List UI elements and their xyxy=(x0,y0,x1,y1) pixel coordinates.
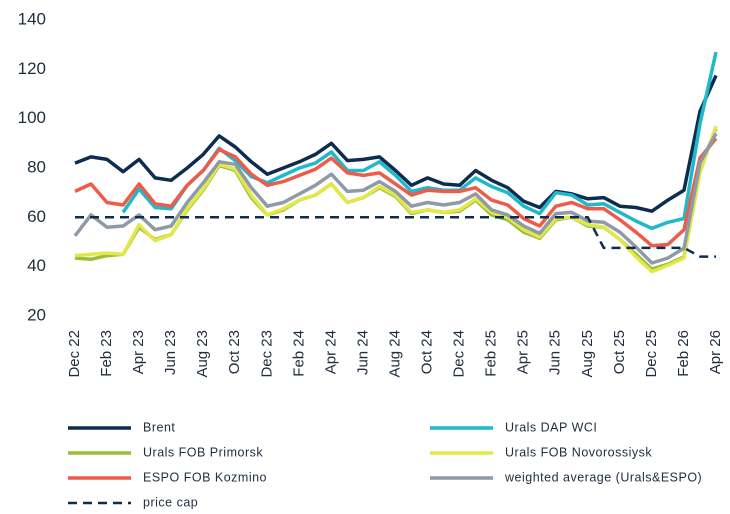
x-tick-label: Dec 23 xyxy=(258,330,275,378)
line xyxy=(75,216,716,258)
y-tick-label: 40 xyxy=(27,256,46,275)
line xyxy=(121,51,718,231)
legend-label: price cap xyxy=(143,495,198,509)
x-tick-label: Feb 23 xyxy=(98,330,115,377)
y-tick-label: 140 xyxy=(18,9,46,28)
x-tick-label: Jun 23 xyxy=(162,330,179,375)
x-tick-label: Apr 26 xyxy=(707,330,724,374)
line xyxy=(74,74,718,213)
x-tick-label: Oct 24 xyxy=(419,330,436,374)
x-tick-label: Apr 25 xyxy=(515,330,532,374)
x-tick-label: Jun 24 xyxy=(354,330,371,375)
x-tick-label: Dec 24 xyxy=(451,330,468,378)
x-tick-label: Aug 25 xyxy=(579,330,596,378)
y-tick-label: 100 xyxy=(18,108,46,127)
x-tick-label: Jun 25 xyxy=(547,330,564,375)
y-tick-label: 120 xyxy=(18,59,46,78)
legend-label: Brent xyxy=(143,420,175,434)
x-tick-label: Feb 25 xyxy=(483,330,500,377)
line xyxy=(73,132,718,265)
x-tick-label: Dec 22 xyxy=(66,330,83,378)
legend-label: Urals FOB Novorossiysk xyxy=(505,445,652,459)
x-tick-label: Oct 25 xyxy=(611,330,628,374)
x-tick-label: Oct 23 xyxy=(226,330,243,374)
y-tick-label: 80 xyxy=(27,157,46,176)
x-tick-label: Dec 25 xyxy=(643,330,660,378)
x-tick-label: Apr 23 xyxy=(130,330,147,374)
y-tick-label: 20 xyxy=(27,305,46,324)
x-tick-label: Apr 24 xyxy=(322,330,339,374)
x-tick-label: Feb 24 xyxy=(290,330,307,377)
x-tick-label: Aug 23 xyxy=(194,330,211,378)
legend-label: Urals FOB Primorsk xyxy=(143,445,263,459)
legend-label: ESPO FOB Kozmino xyxy=(143,470,267,484)
y-tick-label: 60 xyxy=(27,207,46,226)
x-tick-label: Feb 26 xyxy=(675,330,692,377)
legend-label: weighted average (Urals&ESPO) xyxy=(504,470,702,484)
x-tick-label: Aug 24 xyxy=(386,330,403,378)
line xyxy=(74,137,718,248)
legend-label: Urals DAP WCI xyxy=(505,420,597,434)
